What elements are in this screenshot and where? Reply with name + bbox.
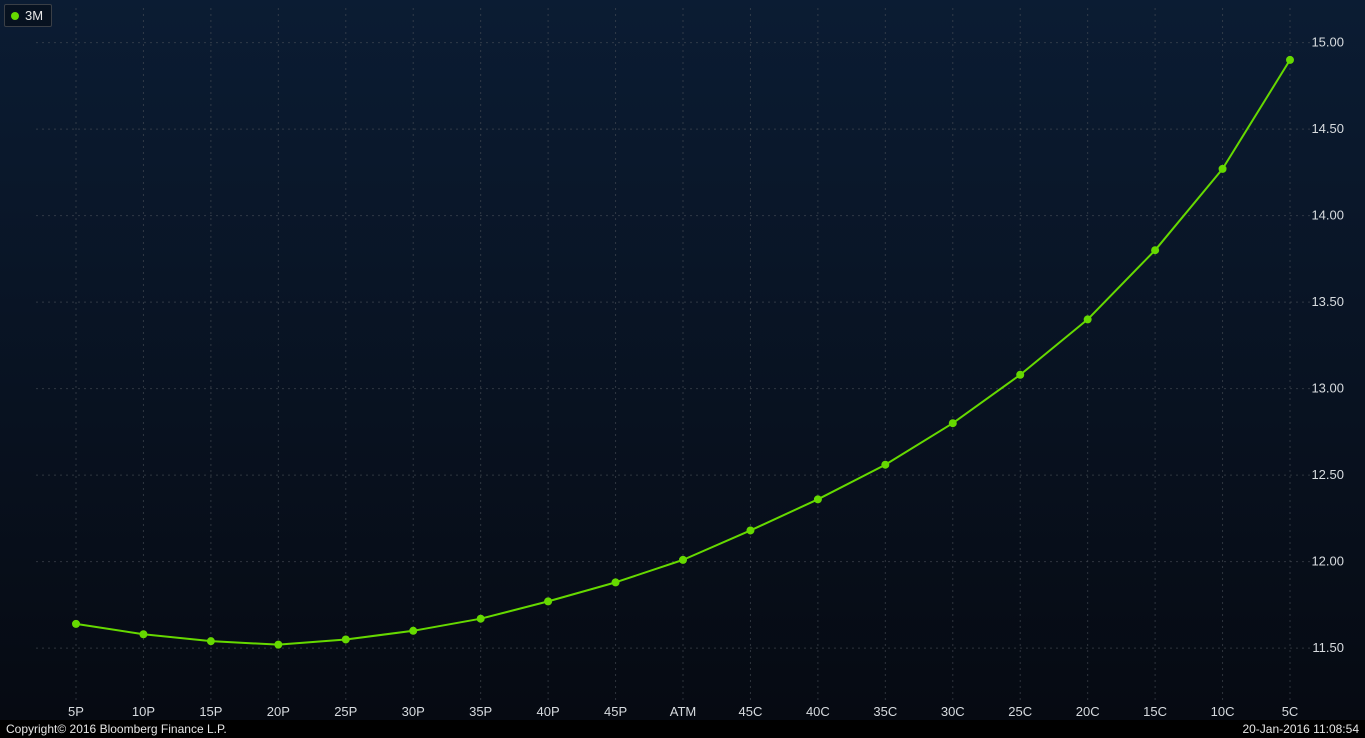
x-tick-label: 25P [334,704,357,719]
x-tick-label: 30P [402,704,425,719]
y-tick-label: 11.50 [1312,640,1344,655]
x-tick-label: 10C [1211,704,1235,719]
x-tick-label: 5C [1282,704,1299,719]
series-marker [881,461,889,469]
x-tick-label: 10P [132,704,155,719]
y-tick-label: 13.50 [1311,294,1344,309]
series-marker [139,630,147,638]
x-tick-label: 45P [604,704,627,719]
y-tick-label: 12.50 [1311,467,1344,482]
legend-marker-icon [11,12,19,20]
x-tick-label: ATM [670,704,696,719]
x-tick-label: 5P [68,704,84,719]
chart-svg: 5P 10P 15P 20P 25P 30P 35P 40P 45P ATM 45C 40C 35C 30… [0,0,1365,738]
legend-label: 3M [25,8,43,23]
series-marker [612,578,620,586]
series-marker [477,615,485,623]
x-tick-label: 40C [806,704,830,719]
legend: 3M [4,4,52,27]
series-marker [72,620,80,628]
series-marker [544,597,552,605]
series-marker [1286,56,1294,64]
series-marker [949,419,957,427]
x-tick-label: 15P [199,704,222,719]
series-marker [746,526,754,534]
series-marker [1084,315,1092,323]
series-marker [1016,371,1024,379]
y-tick-label: 14.00 [1311,208,1344,223]
series-marker [814,495,822,503]
x-tick-label: 20C [1076,704,1100,719]
x-tick-label: 40P [537,704,560,719]
footer-bar: Copyright© 2016 Bloomberg Finance L.P. 2… [0,720,1365,738]
x-tick-label: 35C [873,704,897,719]
series-marker [274,641,282,649]
x-tick-label: 45C [739,704,763,719]
series-marker [679,556,687,564]
x-tick-label: 20P [267,704,290,719]
y-tick-label: 13.00 [1311,381,1344,396]
copyright-text: Copyright© 2016 Bloomberg Finance L.P. [6,722,227,736]
y-tick-label: 14.50 [1311,121,1344,136]
series-marker [1219,165,1227,173]
y-tick-label: 15.00 [1311,35,1344,50]
y-tick-label: 12.00 [1311,554,1344,569]
series-marker [207,637,215,645]
x-tick-label: 30C [941,704,965,719]
timestamp-text: 20-Jan-2016 11:08:54 [1242,722,1359,736]
series-marker [1151,246,1159,254]
chart-container: 5P 10P 15P 20P 25P 30P 35P 40P 45P ATM 45C 40C 35C 30… [0,0,1365,738]
series-marker [342,635,350,643]
series-marker [409,627,417,635]
x-tick-label: 15C [1143,704,1167,719]
x-tick-label: 35P [469,704,492,719]
x-tick-label: 25C [1008,704,1032,719]
